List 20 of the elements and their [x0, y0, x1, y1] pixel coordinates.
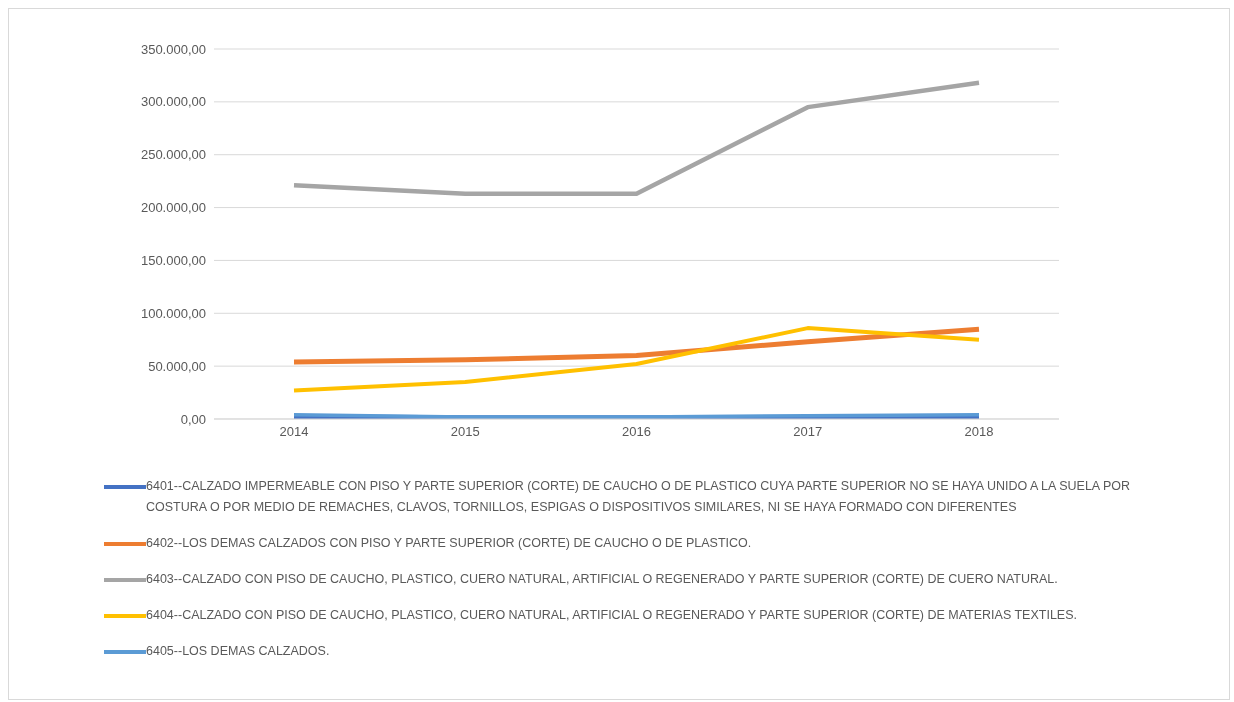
- x-tick-label: 2017: [793, 424, 823, 440]
- x-tick-label: 2018: [964, 424, 994, 440]
- legend-label: 6403--CALZADO CON PISO DE CAUCHO, PLASTICO, CUERO NATURAL, ARTIFICIAL O REGENERADO Y PARTE SUPERIOR (CORTE) DE CUERO NATURAL.: [146, 571, 1058, 588]
- line-series: [291, 80, 982, 197]
- x-tick-label: 2015: [450, 424, 480, 440]
- x-tick-label: 2016: [622, 424, 651, 440]
- legend-label: 6405--LOS DEMAS CALZADOS.: [146, 643, 330, 660]
- y-tick-label: 0,00: [180, 411, 206, 427]
- y-tick-label: 300.000,00: [140, 94, 206, 110]
- legend-label: 6402--LOS DEMAS CALZADOS CON PISO Y PARTE SUPERIOR (CORTE) DE CAUCHO O DE PLASTICO.: [146, 535, 752, 552]
- y-tick-label: 150.000,00: [140, 253, 206, 269]
- y-tick-label: 250.000,00: [140, 147, 206, 163]
- legend-label: 6404--CALZADO CON PISO DE CAUCHO, PLASTICO, CUERO NATURAL, ARTIFICIAL O REGENERADO Y PARTE SUPERIOR (CORTE) DE MATERIAS TEXTILES.: [146, 607, 1077, 624]
- line-series: [292, 326, 981, 393]
- legend-label: 6401--CALZADO IMPERMEABLE CON PISO Y PARTE SUPERIOR (CORTE) DE CAUCHO O DE PLASTICO CUYA PARTE SUPERIOR NO SE HAYA UNIDO A LA SUELA POR COSTURA O POR MEDIO DE REMACHES, CLAVOS, TORNILLOS, ESPIGAS O DISPOSITIVOS SIMILARES, NI SE HAYA FORMADO CON DIFERENTES: [146, 478, 1132, 516]
- y-tick-label: 50.000,00: [148, 358, 206, 374]
- y-tick-label: 350.000,00: [140, 41, 206, 57]
- y-tick-label: 200.000,00: [140, 200, 206, 216]
- y-tick-label: 100.000,00: [140, 305, 206, 321]
- x-tick-label: 2014: [279, 424, 309, 440]
